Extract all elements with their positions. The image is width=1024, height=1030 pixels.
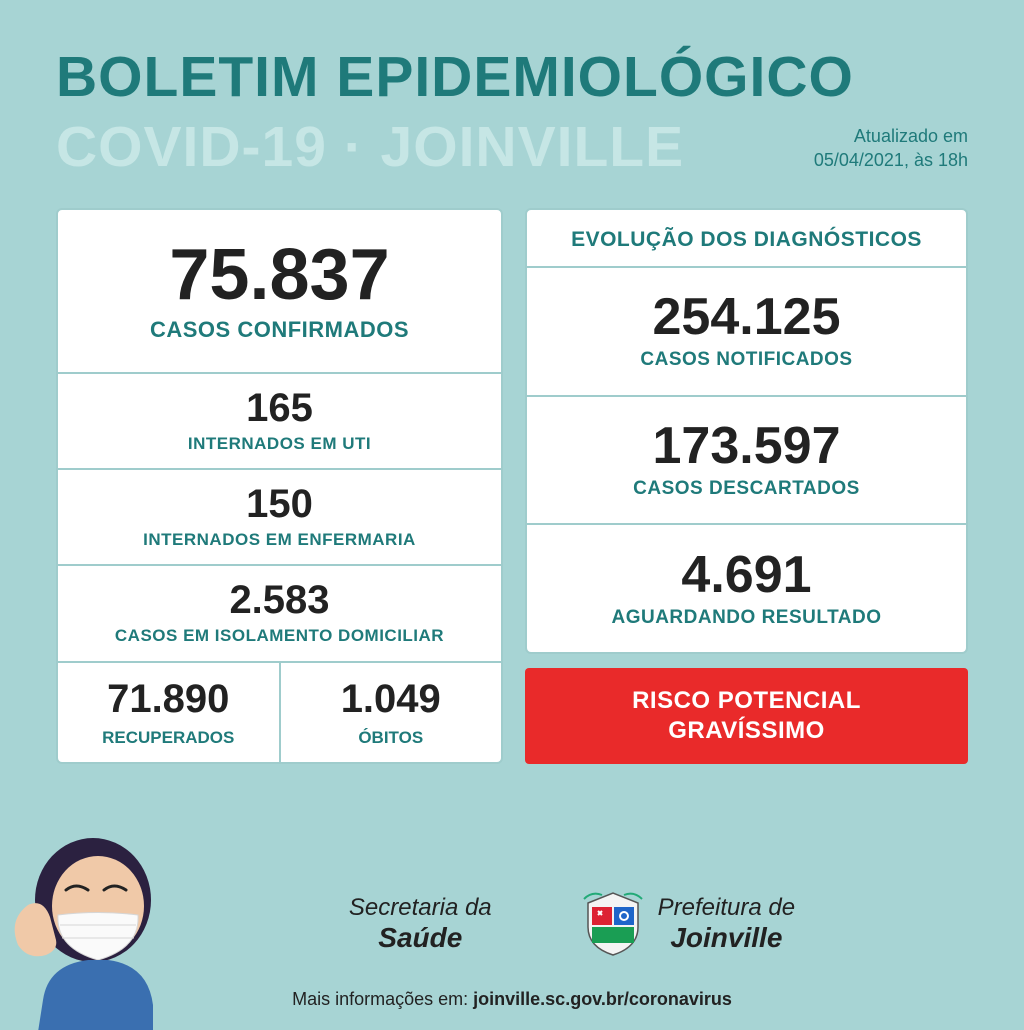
stat-isolation: 2.583 CASOS EM ISOLAMENTO DOMICILIAR: [58, 566, 501, 662]
stat-isolation-value: 2.583: [229, 580, 329, 620]
panels: 75.837 CASOS CONFIRMADOS 165 INTERNADOS …: [56, 208, 968, 764]
stat-icu-label: INTERNADOS EM UTI: [188, 434, 371, 454]
stat-ward: 150 INTERNADOS EM ENFERMARIA: [58, 470, 501, 566]
stat-confirmed-label: CASOS CONFIRMADOS: [150, 317, 409, 343]
page-subtitle: COVID-19 · JOINVILLE: [56, 114, 684, 180]
page-title: BOLETIM EPIDEMIOLÓGICO: [56, 48, 968, 108]
mask-person-icon: [0, 820, 188, 1030]
stat-discarded: 173.597 CASOS DESCARTADOS: [527, 397, 966, 526]
stat-notified: 254.125 CASOS NOTIFICADOS: [527, 268, 966, 397]
stat-awaiting-label: AGUARDANDO RESULTADO: [611, 607, 881, 629]
left-panel: 75.837 CASOS CONFIRMADOS 165 INTERNADOS …: [56, 208, 503, 764]
stat-icu: 165 INTERNADOS EM UTI: [58, 374, 501, 470]
update-info: Atualizado em 05/04/2021, às 18h: [814, 124, 968, 173]
more-info-link: joinville.sc.gov.br/coronavirus: [473, 989, 732, 1009]
updated-value: 05/04/2021, às 18h: [814, 148, 968, 172]
stat-recovered-value: 71.890: [107, 677, 229, 722]
stat-deaths-label: ÓBITOS: [358, 728, 423, 748]
stat-awaiting-value: 4.691: [681, 549, 811, 601]
stat-notified-value: 254.125: [653, 291, 841, 343]
stat-deaths: 1.049 ÓBITOS: [281, 663, 502, 762]
stat-discarded-value: 173.597: [653, 420, 841, 472]
stat-isolation-label: CASOS EM ISOLAMENTO DOMICILIAR: [115, 626, 444, 646]
stat-recovered-label: RECUPERADOS: [102, 728, 234, 748]
org2-line2: Joinville: [658, 922, 795, 954]
stat-deaths-value: 1.049: [341, 677, 441, 722]
header: BOLETIM EPIDEMIOLÓGICO COVID-19 · JOINVI…: [56, 48, 968, 180]
org-secretaria: Secretaria da Saúde: [349, 894, 492, 954]
evolution-title: EVOLUÇÃO DOS DIAGNÓSTICOS: [527, 210, 966, 268]
right-panel: EVOLUÇÃO DOS DIAGNÓSTICOS 254.125 CASOS …: [525, 208, 968, 654]
bottom-row: 71.890 RECUPERADOS 1.049 ÓBITOS: [58, 663, 501, 762]
stat-ward-value: 150: [246, 484, 313, 524]
org1-line1: Secretaria da: [349, 894, 492, 922]
org2-text: Prefeitura de Joinville: [658, 894, 795, 954]
stat-discarded-label: CASOS DESCARTADOS: [633, 478, 860, 500]
stat-notified-label: CASOS NOTIFICADOS: [640, 349, 852, 371]
updated-label: Atualizado em: [814, 124, 968, 148]
org1-line2: Saúde: [349, 922, 492, 954]
stat-awaiting: 4.691 AGUARDANDO RESULTADO: [527, 525, 966, 652]
risk-box: RISCO POTENCIAL GRAVÍSSIMO: [525, 668, 968, 764]
stat-icu-value: 165: [246, 388, 313, 428]
stat-ward-label: INTERNADOS EM ENFERMARIA: [143, 530, 416, 550]
risk-line1: RISCO POTENCIAL: [535, 686, 958, 716]
org2-line1: Prefeitura de: [658, 894, 795, 922]
subtitle-row: COVID-19 · JOINVILLE Atualizado em 05/04…: [56, 114, 968, 180]
stat-recovered: 71.890 RECUPERADOS: [58, 663, 281, 762]
more-info: Mais informações em: joinville.sc.gov.br…: [292, 989, 732, 1010]
stat-confirmed-value: 75.837: [169, 239, 389, 311]
stat-confirmed: 75.837 CASOS CONFIRMADOS: [58, 210, 501, 374]
more-info-pre: Mais informações em:: [292, 989, 473, 1009]
crest-icon: [582, 889, 644, 959]
org-prefeitura: Prefeitura de Joinville: [582, 889, 795, 959]
right-column: EVOLUÇÃO DOS DIAGNÓSTICOS 254.125 CASOS …: [525, 208, 968, 764]
risk-line2: GRAVÍSSIMO: [535, 716, 958, 746]
